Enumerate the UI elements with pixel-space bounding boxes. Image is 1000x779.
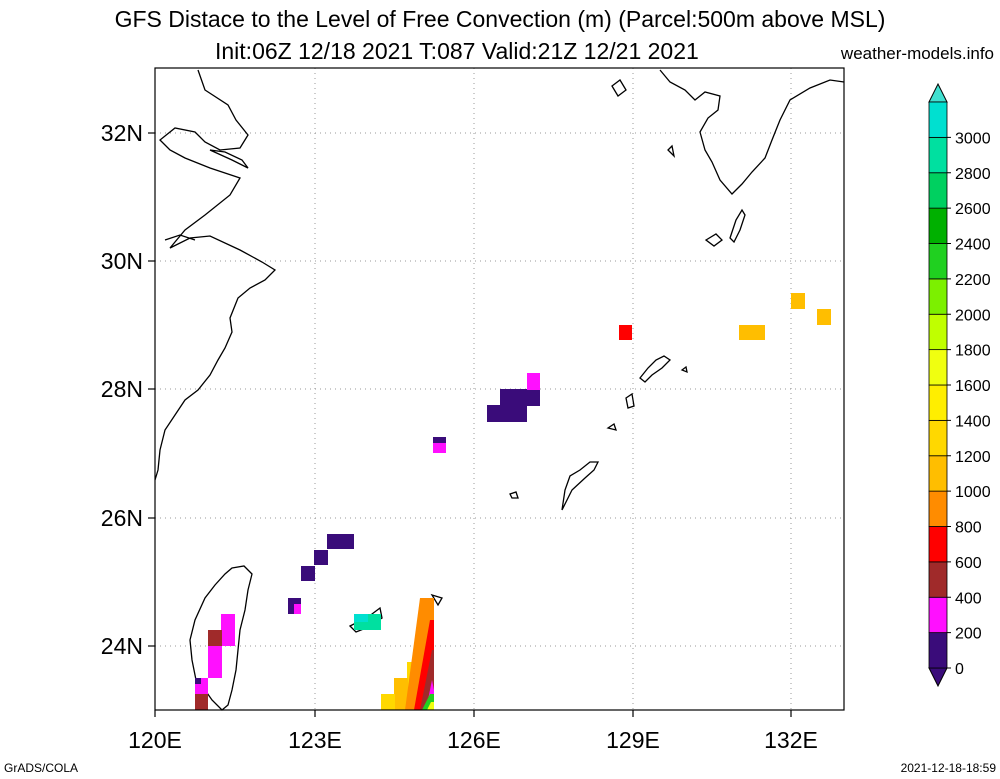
colorbar-label: 2400 (955, 237, 991, 254)
colorbar-label: 800 (955, 520, 982, 537)
colorbar-label: 2800 (955, 166, 991, 183)
colorbar-segment (928, 561, 948, 598)
gridlines (155, 68, 844, 710)
map-subtitle: Init:06Z 12/18 2021 T:087 Valid:21Z 12/2… (215, 38, 699, 64)
lon-label-123e: 123E (288, 727, 342, 753)
lon-label-129e: 129E (606, 727, 660, 753)
lon-label-120e: 120E (128, 727, 182, 753)
lon-label-126e: 126E (447, 727, 501, 753)
colorbar-segment (928, 455, 948, 492)
coastlines (154, 69, 845, 711)
colorbar-label: 3000 (955, 130, 991, 147)
colorbar-segment (928, 313, 948, 351)
colorbar-label: 200 (955, 626, 982, 643)
lat-label-24n: 24N (101, 633, 143, 659)
field-shading (195, 293, 831, 710)
colorbar-top-arrow (928, 82, 948, 103)
colorbar-label: 0 (955, 661, 964, 678)
map-area (155, 68, 844, 710)
colorbar-segment (928, 384, 948, 421)
colorbar-label: 1400 (955, 413, 991, 430)
footer-timestamp: 2021-12-18-18:59 (900, 761, 996, 775)
colorbar-segment (928, 596, 948, 634)
colorbar-label: 2200 (955, 272, 991, 289)
colorbar-segment (928, 243, 948, 280)
colorbar-segment (928, 349, 948, 386)
website-label: weather-models.info (840, 44, 994, 63)
lat-label-32n: 32N (101, 120, 143, 146)
colorbar-segment (928, 632, 948, 669)
colorbar-segment (928, 172, 948, 209)
colorbar-label: 600 (955, 555, 982, 572)
map-title: GFS Distace to the Level of Free Convect… (114, 6, 886, 32)
colorbar-segment (928, 490, 948, 527)
colorbar-label: 2600 (955, 201, 991, 218)
colorbar-segment (928, 526, 948, 563)
colorbar-label: 2000 (955, 307, 991, 324)
lat-label-26n: 26N (101, 505, 143, 531)
lat-label-30n: 30N (101, 248, 143, 274)
colorbar-segment (928, 419, 948, 457)
colorbar: 0 200 400 600 800 1000 1200 1400 1600 1800 2000 220… (928, 82, 991, 688)
colorbar-label: 400 (955, 590, 982, 607)
colorbar-label: 1600 (955, 378, 991, 395)
colorbar-segment (928, 207, 948, 244)
lon-label-132e: 132E (764, 727, 818, 753)
lat-label-28n: 28N (101, 376, 143, 402)
colorbar-label: 1000 (955, 484, 991, 501)
colorbar-segment (928, 136, 948, 174)
colorbar-segment (928, 101, 948, 138)
axis-ticks (148, 132, 792, 717)
colorbar-bottom-arrow (928, 667, 948, 688)
colorbar-label: 1800 (955, 343, 991, 360)
colorbar-label: 1200 (955, 449, 991, 466)
colorbar-segment (928, 278, 948, 315)
footer-software: GrADS/COLA (4, 761, 79, 775)
